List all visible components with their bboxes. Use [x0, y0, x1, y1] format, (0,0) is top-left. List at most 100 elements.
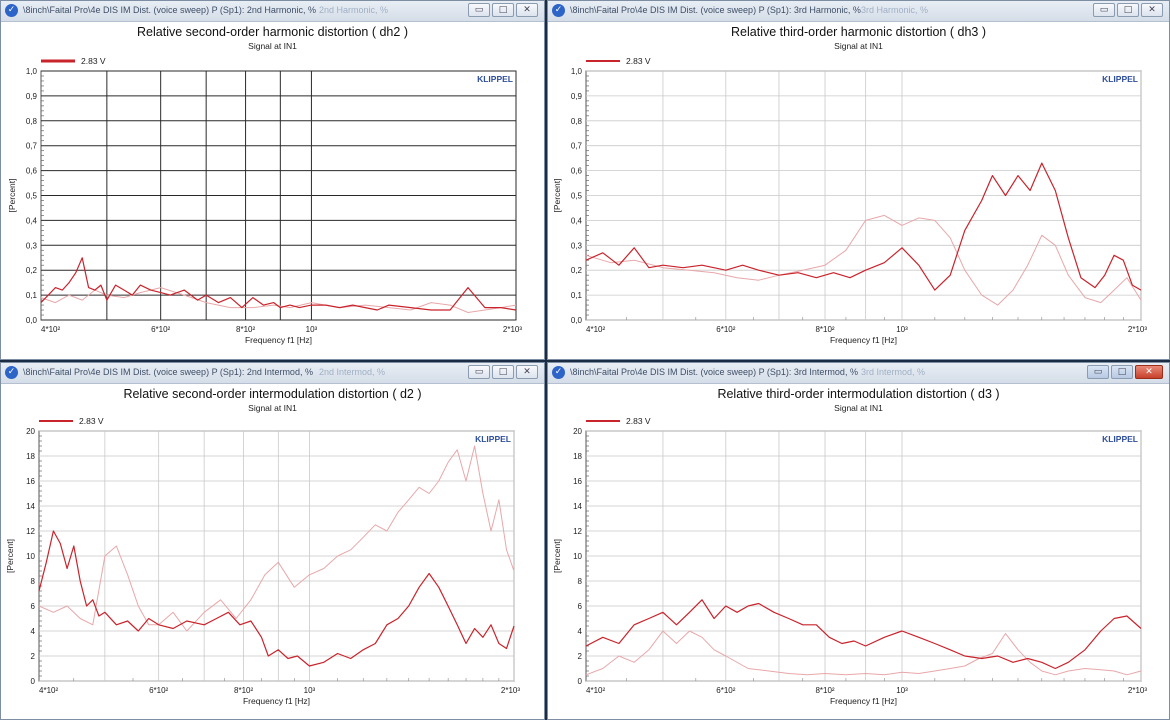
y-tick-label: 4	[31, 627, 36, 636]
y-tick-label: 1,0	[26, 67, 38, 76]
x-tick-label: 10³	[304, 686, 316, 695]
x-tick-label: 10³	[306, 325, 318, 334]
x-tick-label: 4*10²	[586, 325, 605, 334]
klippel-logo: KLIPPEL	[1102, 74, 1138, 84]
chart-subtitle: Signal at IN1	[834, 403, 883, 413]
minimize-button[interactable]: ▭	[1087, 365, 1109, 379]
y-tick-label: 0,6	[571, 167, 583, 176]
klippel-logo: KLIPPEL	[1102, 434, 1138, 444]
legend-label: 2.83 V	[81, 56, 106, 66]
series-line-secondary	[585, 214, 1142, 306]
y-tick-label: 0,9	[26, 92, 38, 101]
window-d2: ✓ \8inch\Faital Pro\4e DIS IM Dist. (voic…	[0, 362, 545, 720]
maximize-button[interactable]: □	[1117, 3, 1139, 17]
y-tick-label: 2	[578, 652, 583, 661]
y-tick-label: 20	[573, 427, 582, 436]
window-title-bar[interactable]: ✓ \8inch\Faital Pro\4e DIS IM Dist. (voic…	[548, 1, 1169, 22]
y-tick-label: 0,4	[26, 216, 38, 225]
window-title-bar[interactable]: ✓ \8inch\Faital Pro\4e DIS IM Dist. (voic…	[1, 363, 544, 384]
window-title: \8inch\Faital Pro\4e DIS IM Dist. (voice…	[23, 367, 313, 377]
chart-title: Relative third-order intermodulation dis…	[717, 387, 999, 401]
x-axis-label: Frequency f1 [Hz]	[830, 696, 897, 706]
app-icon: ✓	[552, 4, 565, 17]
window-title-ghost: 2nd Intermod, %	[319, 367, 386, 377]
x-tick-label: 8*10²	[236, 325, 255, 334]
y-tick-label: 0,5	[26, 192, 38, 201]
chart-dh2: Relative second-order harmonic distortio…	[7, 25, 522, 345]
y-tick-label: 0,1	[26, 291, 38, 300]
y-tick-label: 0,4	[571, 216, 583, 225]
maximize-button[interactable]: □	[492, 365, 514, 379]
minimize-button[interactable]: ▭	[468, 3, 490, 17]
x-tick-label: 2*10³	[1128, 325, 1147, 334]
x-tick-label: 2*10³	[501, 686, 520, 695]
chart-title: Relative second-order harmonic distortio…	[137, 25, 408, 39]
y-tick-label: 16	[573, 477, 582, 486]
y-tick-label: 0	[578, 677, 583, 686]
close-button[interactable]: ✕	[516, 365, 538, 379]
legend-label: 2.83 V	[79, 416, 104, 426]
chart-dh3: Relative third-order harmonic distortion…	[552, 25, 1147, 345]
x-axis-label: Frequency f1 [Hz]	[245, 335, 312, 345]
app-icon: ✓	[5, 366, 18, 379]
y-tick-label: 12	[26, 527, 35, 536]
chart-d3: Relative third-order intermodulation dis…	[552, 387, 1147, 706]
close-button[interactable]: ✕	[1135, 365, 1163, 379]
series-line-2-83v	[585, 599, 1142, 670]
chart-subtitle: Signal at IN1	[834, 41, 883, 51]
y-tick-label: 2	[31, 652, 36, 661]
window-dh2: ✓ \8inch\Faital Pro\4e DIS IM Dist. (voic…	[0, 0, 545, 360]
y-tick-label: 6	[578, 602, 583, 611]
y-tick-label: 14	[26, 502, 35, 511]
window-title: \8inch\Faital Pro\4e DIS IM Dist. (voice…	[570, 367, 858, 377]
window-d3: ✓ \8inch\Faital Pro\4e DIS IM Dist. (voic…	[547, 362, 1170, 720]
x-tick-label: 4*10²	[41, 325, 60, 334]
klippel-logo: KLIPPEL	[475, 434, 511, 444]
series-line-secondary	[38, 445, 515, 632]
x-tick-label: 6*10²	[149, 686, 168, 695]
y-tick-label: 0,7	[26, 142, 38, 151]
series-line-secondary	[585, 630, 1142, 676]
x-tick-label: 8*10²	[815, 686, 834, 695]
y-axis-label: [Percent]	[552, 178, 562, 212]
window-title-bar[interactable]: ✓ \8inch\Faital Pro\4e DIS IM Dist. (voic…	[1, 1, 544, 22]
y-tick-label: 0,3	[26, 241, 38, 250]
y-tick-label: 10	[573, 552, 582, 561]
y-tick-label: 18	[573, 452, 582, 461]
close-button[interactable]: ✕	[1141, 3, 1163, 17]
x-tick-label: 8*10²	[234, 686, 253, 695]
chart-d2: Relative second-order intermodulation di…	[5, 387, 520, 706]
y-tick-label: 0,7	[571, 142, 583, 151]
y-tick-label: 0,9	[571, 92, 583, 101]
window-title-bar[interactable]: ✓ \8inch\Faital Pro\4e DIS IM Dist. (voic…	[548, 363, 1169, 384]
series-line-secondary	[40, 287, 517, 313]
y-tick-label: 12	[573, 527, 582, 536]
x-tick-label: 10³	[896, 325, 908, 334]
legend-label: 2.83 V	[626, 56, 651, 66]
x-tick-label: 6*10²	[151, 325, 170, 334]
y-tick-label: 0,0	[26, 316, 38, 325]
app-icon: ✓	[552, 366, 565, 379]
minimize-button[interactable]: ▭	[1093, 3, 1115, 17]
window-title: \8inch\Faital Pro\4e DIS IM Dist. (voice…	[23, 5, 316, 15]
y-tick-label: 0,2	[26, 266, 38, 275]
chart-subtitle: Signal at IN1	[248, 41, 297, 51]
maximize-button[interactable]: □	[492, 3, 514, 17]
window-buttons: ▭ □ ✕	[1093, 3, 1163, 18]
minimize-button[interactable]: ▭	[468, 365, 490, 379]
x-tick-label: 2*10³	[1128, 686, 1147, 695]
y-tick-label: 4	[578, 627, 583, 636]
y-tick-label: 20	[26, 427, 35, 436]
close-button[interactable]: ✕	[516, 3, 538, 17]
legend-label: 2.83 V	[626, 416, 651, 426]
window-title-ghost: 3rd Intermod, %	[861, 367, 926, 377]
window-title: \8inch\Faital Pro\4e DIS IM Dist. (voice…	[570, 5, 861, 15]
x-tick-label: 4*10²	[39, 686, 58, 695]
y-axis-label: [Percent]	[5, 539, 15, 573]
y-tick-label: 16	[26, 477, 35, 486]
window-title-ghost: 3rd Harmonic, %	[861, 5, 929, 15]
maximize-button[interactable]: □	[1111, 365, 1133, 379]
window-title-ghost: 2nd Harmonic, %	[319, 5, 389, 15]
y-tick-label: 0,5	[571, 192, 583, 201]
x-tick-label: 8*10²	[815, 325, 834, 334]
